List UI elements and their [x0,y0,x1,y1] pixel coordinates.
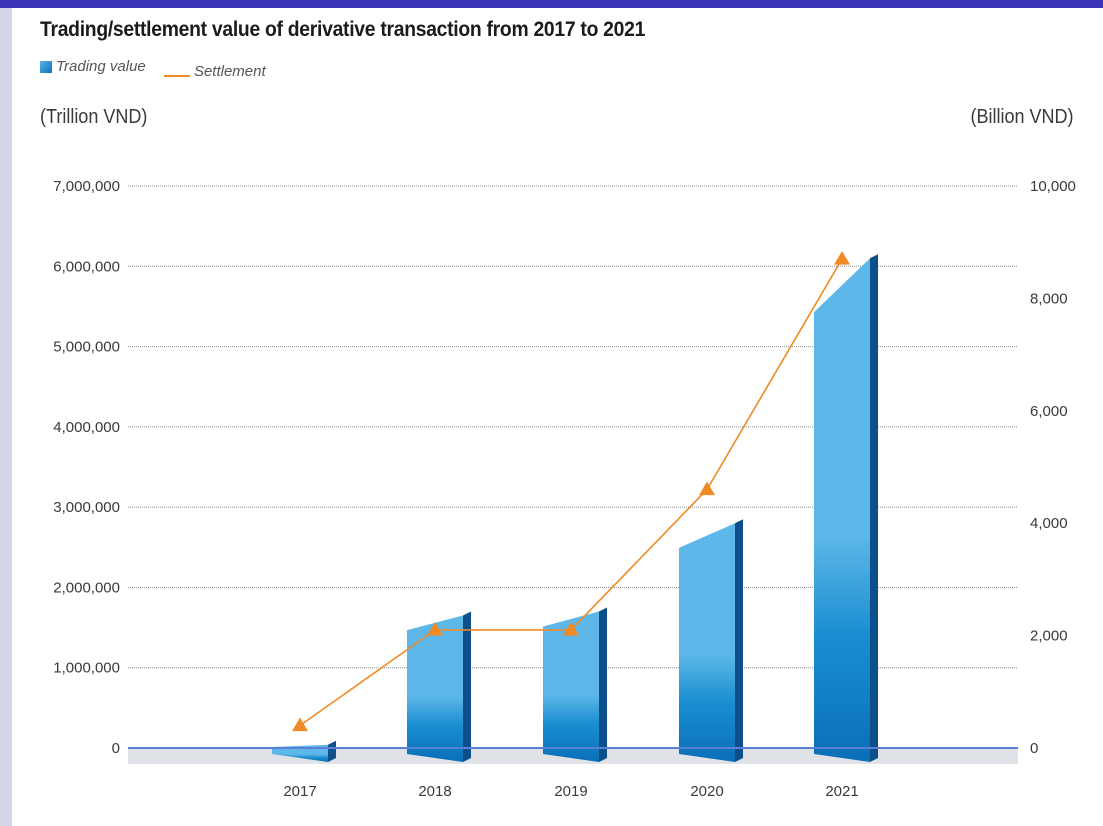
settlement-marker [563,621,579,636]
x-tick-label: 2018 [418,783,451,800]
settlement-marker [427,621,443,636]
legend-label-trading: Trading value [56,58,146,75]
right-axis-unit: (Billion VND) [969,106,1073,128]
bar [407,615,463,762]
y-left-tick-label: 4,000,000 [53,419,120,436]
y-left-tick-label: 0 [112,740,120,757]
legend-bar-swatch [40,60,52,73]
y-left-tick-label: 6,000,000 [53,258,120,275]
bar-side [870,254,878,762]
y-left-tick-label: 5,000,000 [53,339,120,356]
x-tick-label: 2019 [554,783,587,800]
legend: Trading value Settlement [40,58,280,80]
bar [679,523,735,762]
y-left-tick-label: 7,000,000 [53,178,120,195]
x-tick-label: 2020 [690,783,723,800]
legend-line-swatch [163,74,190,77]
bar [272,744,328,762]
y-right-tick-label: 8,000 [1030,290,1068,307]
y-right-tick-label: 6,000 [1030,403,1068,420]
bar [543,611,599,762]
legend-label-settlement: Settlement [193,63,266,80]
chart-title: Trading/settlement value of derivative t… [40,18,646,41]
y-left-tick-label: 1,000,000 [53,660,120,677]
top-stripe [0,0,1103,8]
settlement-marker [292,717,308,732]
legend-item-settlement: Settlement [163,63,266,80]
y-right-tick-label: 4,000 [1030,515,1068,532]
x-tick-label: 2017 [283,783,316,800]
settlement-marker [834,251,850,265]
y-right-tick-label: 10,000 [1030,178,1076,195]
x-tick-label: 2021 [825,783,858,800]
left-axis-unit: (Trillion VND) [40,106,148,128]
bar [814,258,870,762]
settlement-marker [699,481,715,496]
y-left-tick-label: 3,000,000 [53,499,120,516]
y-left-tick-label: 2,000,000 [53,579,120,596]
bar-side [463,611,471,762]
bar-side [599,607,607,762]
bar-side [735,519,743,762]
y-right-tick-label: 2,000 [1030,628,1068,645]
bar-side [328,740,336,762]
y-right-tick-label: 0 [1030,740,1038,757]
legend-item-trading: Trading value [40,58,146,75]
